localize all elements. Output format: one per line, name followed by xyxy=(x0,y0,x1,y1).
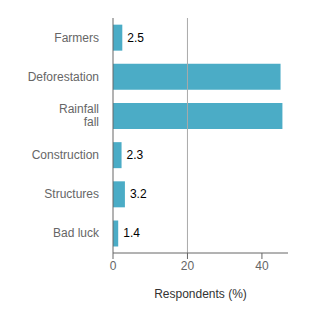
svg-text:Farmers: Farmers xyxy=(54,31,99,45)
svg-text:2.5: 2.5 xyxy=(127,31,144,45)
svg-text:1.4: 1.4 xyxy=(123,226,140,240)
svg-text:Rainfallfall: Rainfallfall xyxy=(59,102,99,129)
svg-text:0: 0 xyxy=(110,259,117,273)
svg-text:Bad luck: Bad luck xyxy=(53,226,100,240)
svg-text:2.3: 2.3 xyxy=(127,148,144,162)
svg-text:3.2: 3.2 xyxy=(130,187,147,201)
svg-text:Structures: Structures xyxy=(44,187,99,201)
svg-text:20: 20 xyxy=(181,259,195,273)
svg-text:Construction: Construction xyxy=(32,148,99,162)
svg-text:40: 40 xyxy=(255,259,269,273)
svg-text:Respondents (%): Respondents (%) xyxy=(154,287,247,301)
svg-text:Deforestation: Deforestation xyxy=(28,70,99,84)
